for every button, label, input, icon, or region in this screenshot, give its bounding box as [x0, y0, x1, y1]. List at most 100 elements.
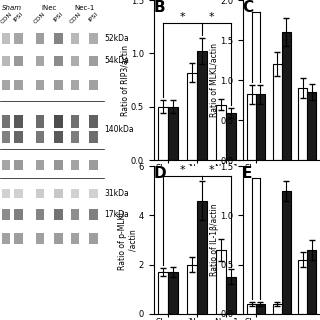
Bar — [216, 250, 226, 314]
Bar — [36, 160, 44, 170]
Y-axis label: Ratio of p-MLKL
/actin: Ratio of p-MLKL /actin — [118, 210, 137, 270]
Bar — [2, 209, 10, 220]
Bar — [71, 131, 79, 143]
Y-axis label: Ratio of RIP3/actin: Ratio of RIP3/actin — [120, 44, 129, 116]
Bar — [90, 131, 98, 143]
Y-axis label: Ratio of IL-1β/actin: Ratio of IL-1β/actin — [210, 204, 219, 276]
Bar — [273, 304, 282, 314]
Bar — [36, 233, 44, 244]
Bar — [90, 160, 98, 170]
Text: *: * — [209, 12, 214, 22]
Bar — [90, 233, 98, 244]
Bar — [14, 80, 23, 90]
Bar — [2, 160, 10, 170]
Bar — [168, 272, 178, 314]
Text: 140kDa: 140kDa — [104, 125, 134, 134]
Bar — [90, 80, 98, 90]
Bar — [36, 56, 44, 66]
Bar — [54, 233, 63, 244]
Bar — [54, 131, 63, 143]
Text: 31kDa: 31kDa — [104, 189, 129, 198]
Bar — [54, 160, 63, 170]
Bar — [90, 209, 98, 220]
Bar — [247, 304, 256, 314]
Bar — [36, 131, 44, 143]
Text: IPSI: IPSI — [88, 11, 100, 23]
Bar — [71, 189, 79, 198]
Bar — [307, 92, 316, 160]
Text: CON: CON — [33, 11, 47, 25]
Bar — [71, 233, 79, 244]
Bar — [282, 191, 291, 314]
Bar — [90, 115, 98, 128]
Bar — [36, 115, 44, 128]
Bar — [2, 115, 10, 128]
Text: B: B — [153, 0, 165, 15]
Text: Sham: Sham — [2, 5, 22, 11]
Bar — [54, 209, 63, 220]
Bar — [71, 160, 79, 170]
Bar — [54, 115, 63, 128]
Bar — [71, 33, 79, 44]
Bar — [14, 209, 23, 220]
Bar — [2, 189, 10, 198]
Bar — [2, 80, 10, 90]
Bar — [14, 115, 23, 128]
Text: 54kDa: 54kDa — [104, 56, 129, 65]
Text: Nec-1: Nec-1 — [74, 5, 95, 11]
Bar — [14, 56, 23, 66]
Text: CON: CON — [0, 11, 13, 25]
Bar — [54, 56, 63, 66]
Text: C: C — [242, 0, 253, 15]
Bar — [2, 131, 10, 143]
Text: E: E — [242, 166, 252, 181]
Bar — [307, 250, 316, 314]
Bar — [90, 33, 98, 44]
Bar — [54, 189, 63, 198]
Bar — [36, 209, 44, 220]
Text: IPSI: IPSI — [13, 11, 24, 23]
Bar — [273, 64, 282, 160]
Bar — [187, 73, 197, 160]
Bar — [216, 105, 226, 160]
Text: CON: CON — [68, 11, 82, 25]
Text: 17kDa: 17kDa — [104, 210, 129, 219]
Bar — [256, 94, 265, 160]
Bar — [36, 189, 44, 198]
Bar — [157, 272, 168, 314]
Bar — [36, 33, 44, 44]
Bar — [256, 304, 265, 314]
Bar — [2, 56, 10, 66]
Text: D: D — [153, 166, 166, 181]
Bar — [71, 80, 79, 90]
Bar — [14, 233, 23, 244]
Bar — [14, 160, 23, 170]
Text: 52kDa: 52kDa — [104, 34, 129, 43]
Text: *: * — [209, 165, 214, 175]
Text: IPSI: IPSI — [52, 11, 64, 23]
Bar — [157, 107, 168, 160]
Bar — [90, 189, 98, 198]
Text: *: * — [180, 165, 185, 175]
Bar — [14, 33, 23, 44]
Bar — [14, 189, 23, 198]
Bar — [197, 201, 207, 314]
Bar — [2, 233, 10, 244]
Bar — [71, 115, 79, 128]
Bar — [36, 80, 44, 90]
Bar — [226, 277, 236, 314]
Bar — [247, 94, 256, 160]
Bar — [71, 209, 79, 220]
Text: *: * — [180, 12, 185, 22]
Bar — [54, 33, 63, 44]
Bar — [226, 113, 236, 160]
Bar — [298, 260, 307, 314]
Text: iNec: iNec — [42, 5, 57, 11]
Bar — [71, 56, 79, 66]
Bar — [197, 51, 207, 160]
Bar — [282, 32, 291, 160]
Bar — [168, 107, 178, 160]
Bar — [54, 80, 63, 90]
Bar — [90, 56, 98, 66]
Bar — [2, 33, 10, 44]
